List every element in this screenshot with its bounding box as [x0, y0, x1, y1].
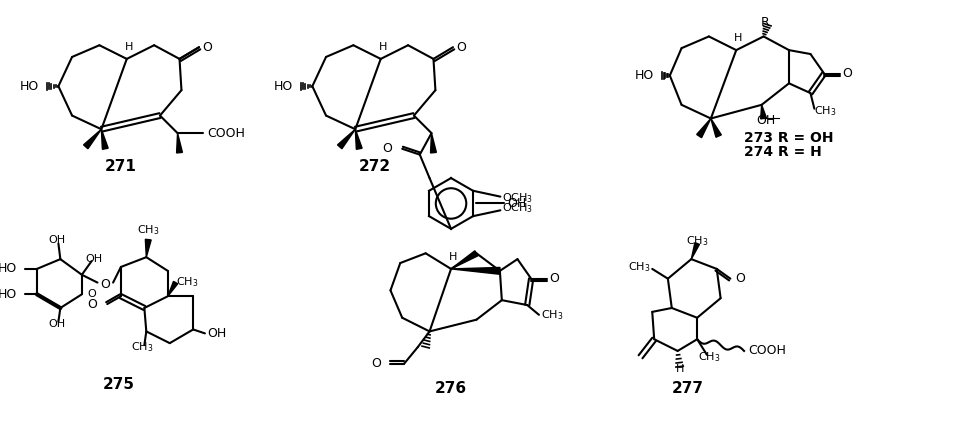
Polygon shape — [356, 129, 362, 149]
Text: 277: 277 — [671, 380, 703, 396]
Text: CH$_3$: CH$_3$ — [686, 235, 708, 248]
Polygon shape — [338, 129, 356, 149]
Text: CH$_3$: CH$_3$ — [541, 308, 563, 322]
Text: OH: OH — [48, 318, 65, 329]
Polygon shape — [711, 119, 722, 137]
Text: 273 R = OH: 273 R = OH — [744, 131, 834, 145]
Text: 276: 276 — [435, 380, 468, 396]
Text: O: O — [456, 41, 466, 54]
Polygon shape — [431, 133, 436, 153]
Text: OH: OH — [85, 254, 102, 264]
Text: OH: OH — [756, 114, 775, 127]
Text: HO: HO — [0, 262, 18, 276]
Polygon shape — [84, 129, 101, 149]
Text: OH: OH — [507, 197, 527, 210]
Text: O: O — [843, 67, 852, 80]
Text: R: R — [761, 16, 769, 29]
Polygon shape — [168, 281, 177, 296]
Text: H: H — [379, 42, 387, 52]
Text: H: H — [734, 33, 742, 43]
Text: CH$_3$: CH$_3$ — [137, 223, 160, 237]
Text: HO: HO — [19, 80, 39, 93]
Polygon shape — [101, 129, 108, 149]
Text: O: O — [735, 272, 745, 285]
Polygon shape — [692, 243, 699, 259]
Polygon shape — [761, 105, 767, 119]
Text: COOH: COOH — [206, 127, 244, 140]
Text: 275: 275 — [103, 377, 135, 392]
Text: O: O — [88, 297, 97, 310]
Text: OCH$_3$: OCH$_3$ — [503, 202, 534, 215]
Text: H: H — [449, 252, 457, 262]
Text: O: O — [100, 278, 110, 291]
Text: O: O — [371, 357, 381, 370]
Text: 272: 272 — [358, 159, 391, 174]
Text: O: O — [88, 289, 96, 299]
Text: OH: OH — [206, 327, 226, 340]
Text: CH$_3$: CH$_3$ — [131, 340, 154, 354]
Polygon shape — [696, 119, 711, 138]
Text: O: O — [202, 41, 211, 54]
Polygon shape — [145, 240, 151, 257]
Text: COOH: COOH — [748, 344, 786, 357]
Text: H: H — [675, 363, 684, 374]
Text: OCH$_3$: OCH$_3$ — [503, 192, 534, 206]
Text: CH$_3$: CH$_3$ — [628, 260, 651, 274]
Text: HO: HO — [0, 288, 18, 301]
Polygon shape — [176, 133, 182, 153]
Text: 274 R = H: 274 R = H — [744, 145, 822, 159]
Text: HO: HO — [274, 80, 293, 93]
Text: 271: 271 — [105, 159, 137, 174]
Text: O: O — [383, 142, 393, 155]
Text: H: H — [125, 42, 132, 52]
Text: CH$_3$: CH$_3$ — [697, 350, 720, 363]
Polygon shape — [451, 268, 500, 274]
Text: OH: OH — [48, 235, 65, 244]
Text: HO: HO — [635, 69, 655, 82]
Text: O: O — [549, 272, 559, 285]
Text: CH$_3$: CH$_3$ — [814, 104, 837, 118]
Text: CH$_3$: CH$_3$ — [175, 276, 198, 289]
Polygon shape — [451, 251, 478, 269]
